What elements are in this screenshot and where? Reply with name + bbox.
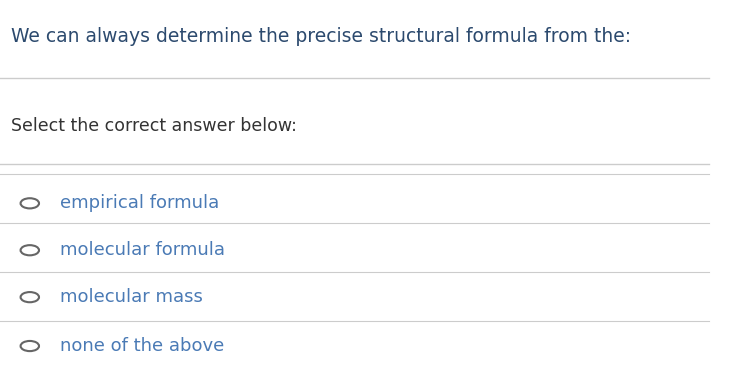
Text: empirical formula: empirical formula [60,194,219,212]
Text: molecular formula: molecular formula [60,241,225,259]
Text: molecular mass: molecular mass [60,288,203,306]
Text: Select the correct answer below:: Select the correct answer below: [11,117,296,135]
Text: none of the above: none of the above [60,337,225,355]
Text: We can always determine the precise structural formula from the:: We can always determine the precise stru… [11,27,631,47]
